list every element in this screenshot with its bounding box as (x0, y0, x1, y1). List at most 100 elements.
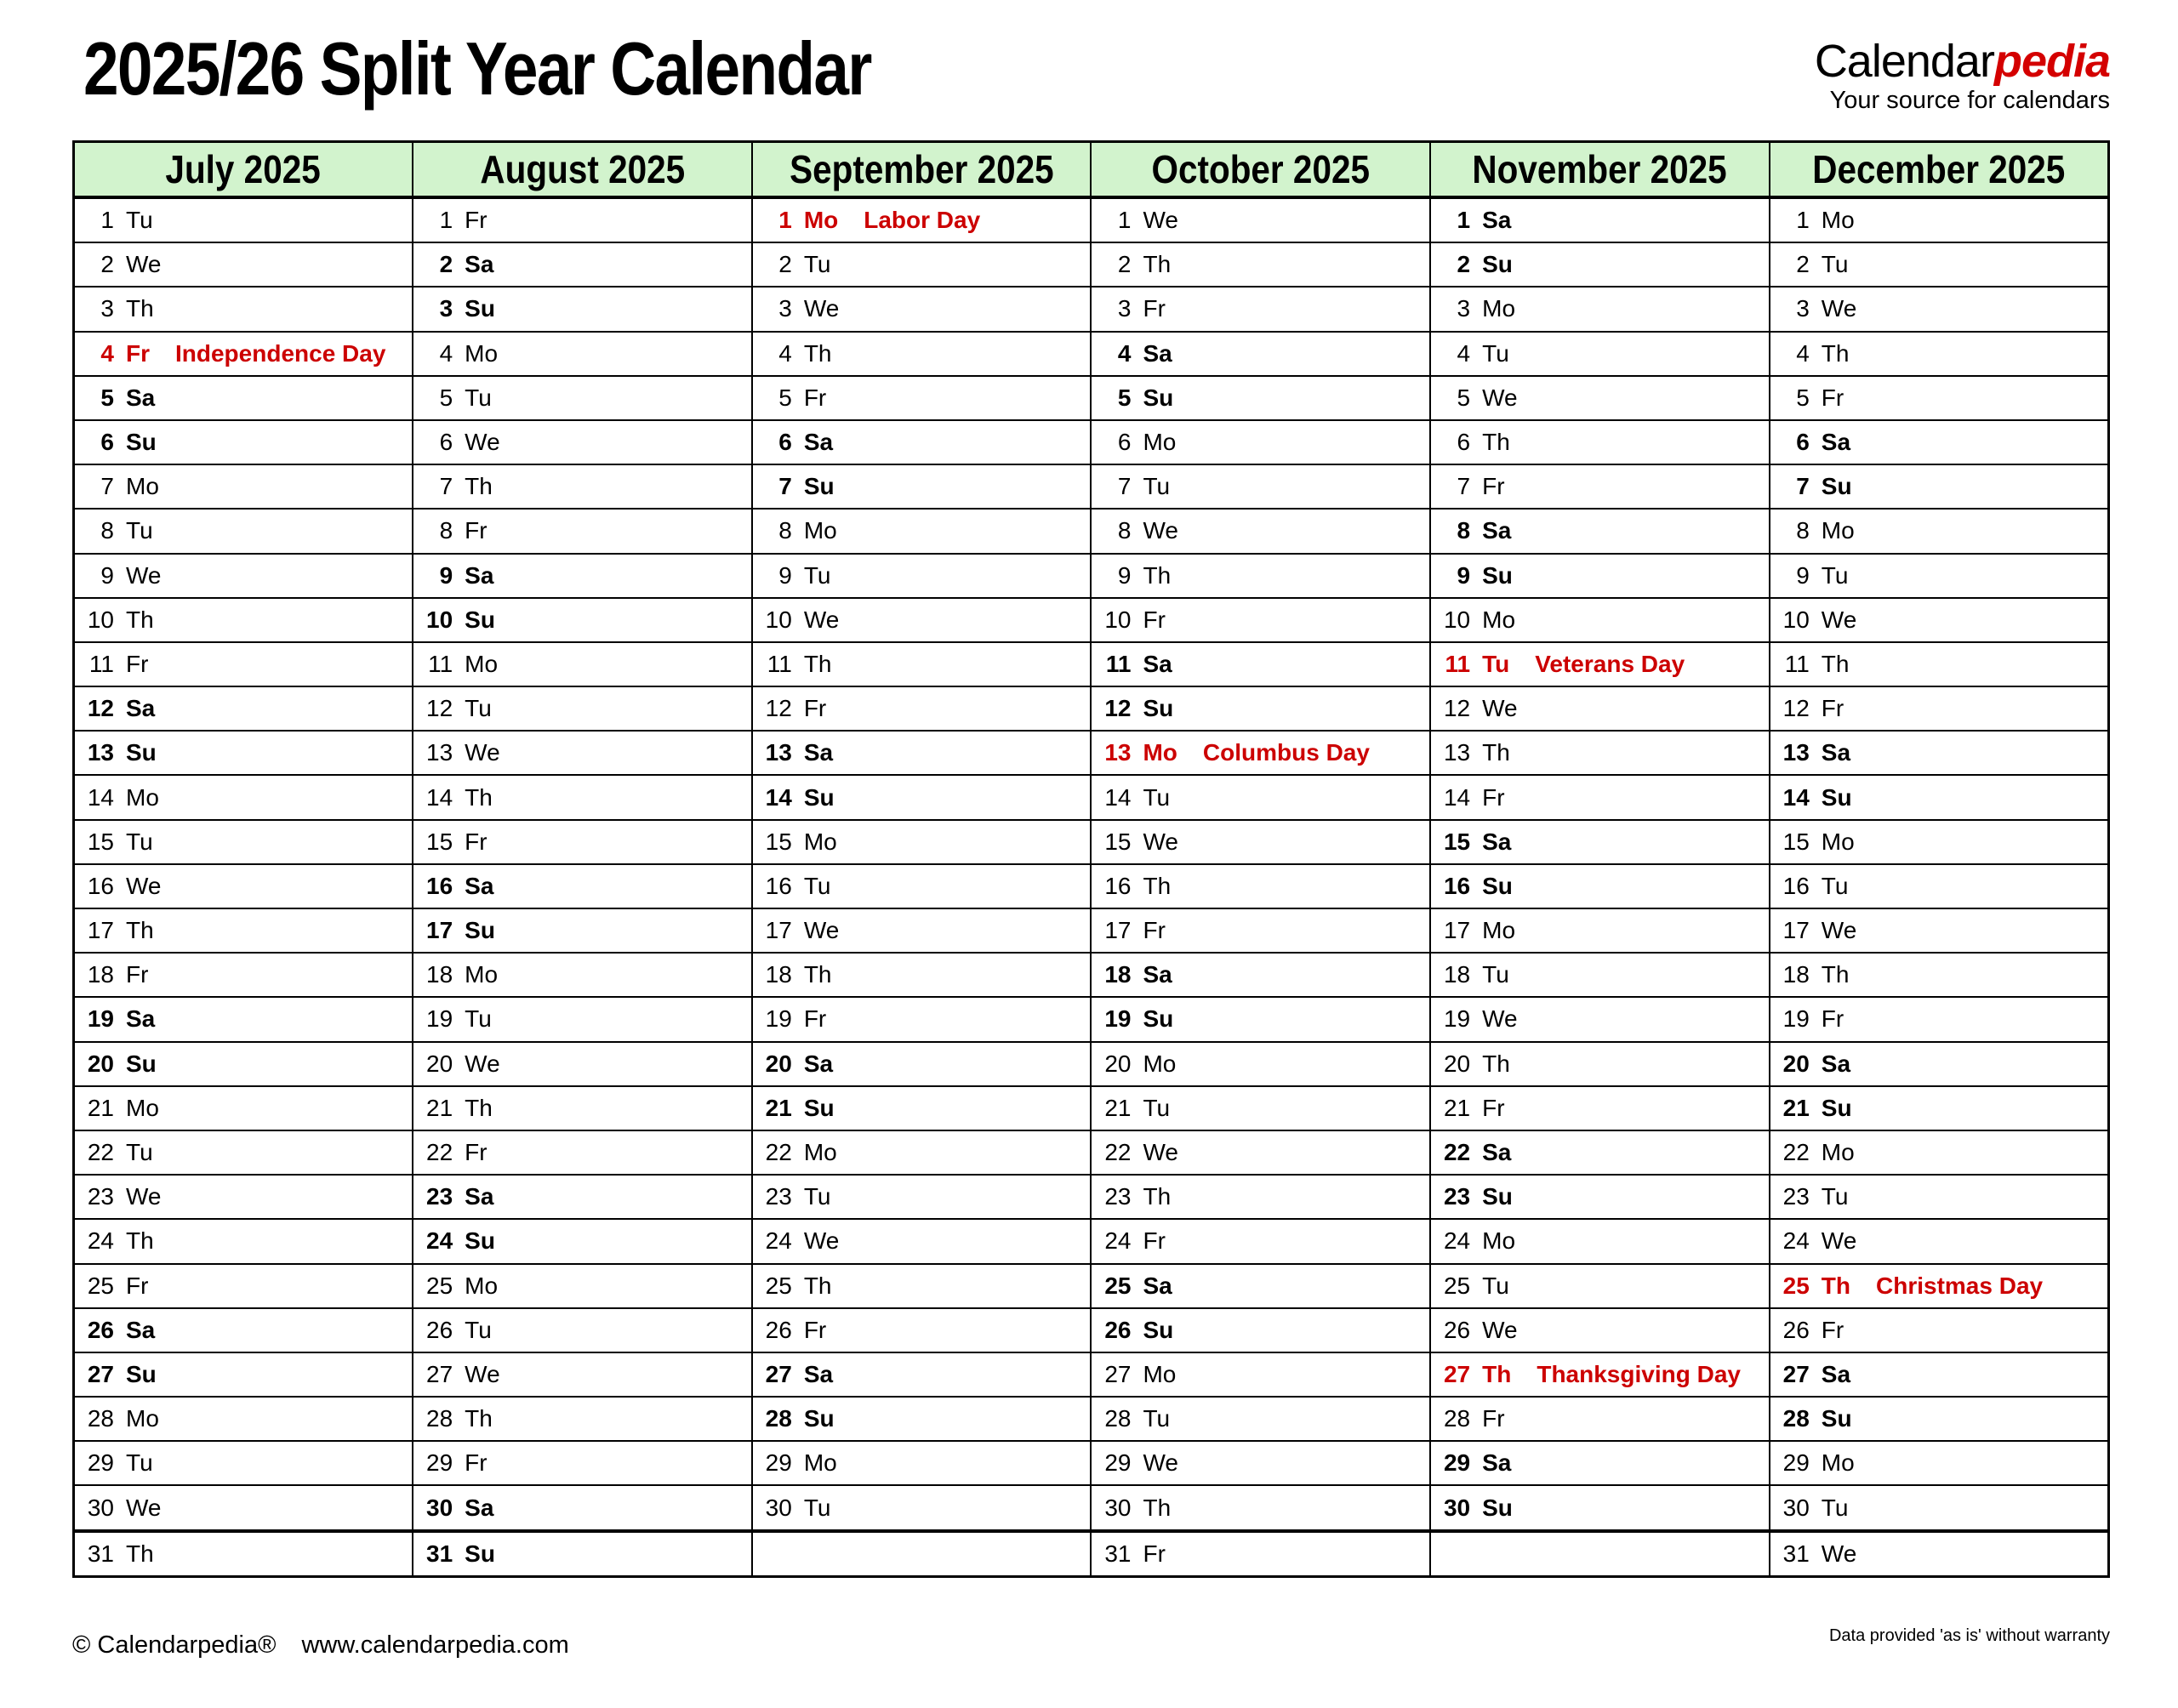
day-weekday: We (1821, 295, 1857, 322)
day-weekday: Fr (126, 1272, 149, 1299)
day-weekday: Sa (1482, 517, 1512, 544)
day-number: 27 (1104, 1360, 1132, 1387)
day-weekday: Sa (465, 561, 494, 589)
day-cell: 6 Sa (750, 418, 1092, 466)
day-cell: 16 Su (1429, 863, 1770, 910)
day-cell: 26 Su (1090, 1307, 1432, 1353)
day-cell: 23 Su (1429, 1174, 1770, 1221)
day-number: 9 (778, 561, 792, 589)
day-number: 12 (1782, 695, 1810, 722)
day-weekday: Fr (1143, 1227, 1166, 1255)
day-number: 11 (1445, 650, 1471, 677)
day-weekday: Mo (1482, 295, 1516, 322)
day-weekday: Fr (803, 695, 827, 722)
day-number: 31 (1104, 1540, 1132, 1567)
day-number: 27 (1443, 1360, 1471, 1387)
day-number: 3 (1457, 295, 1471, 322)
day-number: 11 (1105, 650, 1132, 677)
day-cell: 5 Su (1090, 374, 1432, 421)
day-weekday: Tu (1821, 1183, 1849, 1210)
day-weekday: Su (1821, 1405, 1852, 1432)
day-weekday: We (1821, 1540, 1857, 1567)
day-weekday: Fr (465, 207, 487, 234)
logo-wordmark: Calendarpedia (1815, 37, 2111, 86)
day-number: 10 (1443, 606, 1471, 633)
day-weekday: Fr (1482, 783, 1505, 811)
day-number: 19 (87, 1005, 114, 1033)
day-cell: 23 Sa (412, 1174, 753, 1221)
day-weekday: Th (1482, 429, 1510, 456)
day-number: 31 (1782, 1540, 1810, 1567)
day-weekday: Sa (1143, 961, 1172, 988)
calendar-row: 27 Su 27 We 27 Sa 27 Mo 27 Th Thanksgiving Day 27 Sa (72, 1351, 2110, 1398)
day-cell: 2 Su (1429, 242, 1770, 288)
day-weekday: Tu (1482, 339, 1509, 367)
day-number: 16 (1104, 872, 1132, 899)
day-cell: 25 Tu (1429, 1262, 1770, 1309)
day-weekday: Tu (465, 695, 492, 722)
day-weekday: Fr (465, 517, 487, 544)
day-number: 20 (426, 1050, 453, 1077)
day-number: 28 (426, 1405, 453, 1432)
day-weekday: We (126, 251, 162, 278)
holiday-label: Columbus Day (1202, 739, 1370, 766)
day-cell: 2 Tu (750, 242, 1092, 288)
day-weekday: Tu (1821, 1494, 1849, 1521)
day-number: 5 (778, 384, 792, 411)
day-number: 22 (765, 1139, 792, 1166)
day-weekday: Mo (1482, 606, 1516, 633)
calendarpedia-logo: Calendarpedia Your source for calendars (1815, 37, 2111, 113)
day-weekday: Su (1482, 1494, 1513, 1521)
day-number: 2 (100, 251, 114, 278)
day-cell: 24 Th (72, 1218, 414, 1265)
calendar-row: 25 Fr 25 Mo 25 Th 25 Sa 25 Tu 25 Th Christmas Day (72, 1262, 2110, 1309)
day-weekday: Mo (803, 828, 837, 855)
day-weekday: We (1482, 1316, 1518, 1343)
day-cell: 16 We (72, 863, 414, 910)
day-number: 4 (1796, 339, 1810, 367)
day-cell: 12 We (1429, 686, 1770, 732)
day-cell: 28 Mo (72, 1396, 414, 1443)
calendar-row: 15 Tu 15 Fr 15 Mo 15 We 15 Sa 15 Mo (72, 818, 2110, 865)
day-number: 5 (1117, 384, 1132, 411)
day-weekday: Fr (1821, 384, 1844, 411)
day-cell: 11 Th (1768, 640, 2110, 688)
day-number: 30 (1104, 1494, 1132, 1521)
day-cell: 30 Sa (412, 1484, 753, 1532)
day-number: 30 (1443, 1494, 1471, 1521)
day-weekday: Fr (126, 961, 149, 988)
day-cell: 3 Fr (1090, 286, 1432, 333)
day-cell: 12 Tu (412, 686, 753, 732)
day-number: 22 (1782, 1139, 1810, 1166)
day-weekday: We (1482, 1005, 1518, 1033)
day-weekday: Su (1482, 1183, 1513, 1210)
day-cell: 1 Sa (1429, 196, 1770, 244)
day-weekday: We (126, 561, 162, 589)
calendar-row: 2 We 2 Sa 2 Tu 2 Th 2 Su 2 Tu (72, 242, 2110, 288)
day-cell: 9 We (72, 552, 414, 599)
day-number: 24 (765, 1227, 792, 1255)
day-cell: 3 Su (412, 286, 753, 333)
day-weekday: Su (1482, 561, 1513, 589)
day-number: 11 (1784, 650, 1810, 677)
day-weekday: Th (1482, 1360, 1512, 1387)
day-cell: 17 Mo (1429, 907, 1770, 954)
day-number: 4 (1457, 339, 1471, 367)
calendar-row: 21 Mo 21 Th 21 Su 21 Tu 21 Fr 21 Su (72, 1085, 2110, 1131)
calendar-row: 14 Mo 14 Th 14 Su 14 Tu 14 Fr 14 Su (72, 774, 2110, 821)
day-weekday: We (126, 1494, 162, 1521)
day-number: 12 (87, 695, 114, 722)
day-number: 1 (1117, 207, 1132, 234)
day-weekday: Fr (1143, 1540, 1166, 1567)
day-weekday: Su (1143, 695, 1174, 722)
day-cell: 20 Sa (1768, 1040, 2110, 1087)
day-number: 20 (1104, 1050, 1132, 1077)
day-cell: 19 Fr (750, 996, 1092, 1043)
day-number: 8 (1117, 517, 1132, 544)
day-cell: 27 Sa (750, 1351, 1092, 1398)
day-number: 30 (765, 1494, 792, 1521)
day-cell: 26 Sa (72, 1307, 414, 1353)
day-cell: 24 Su (412, 1218, 753, 1265)
day-weekday: Th (1482, 1050, 1510, 1077)
day-number: 16 (765, 872, 792, 899)
